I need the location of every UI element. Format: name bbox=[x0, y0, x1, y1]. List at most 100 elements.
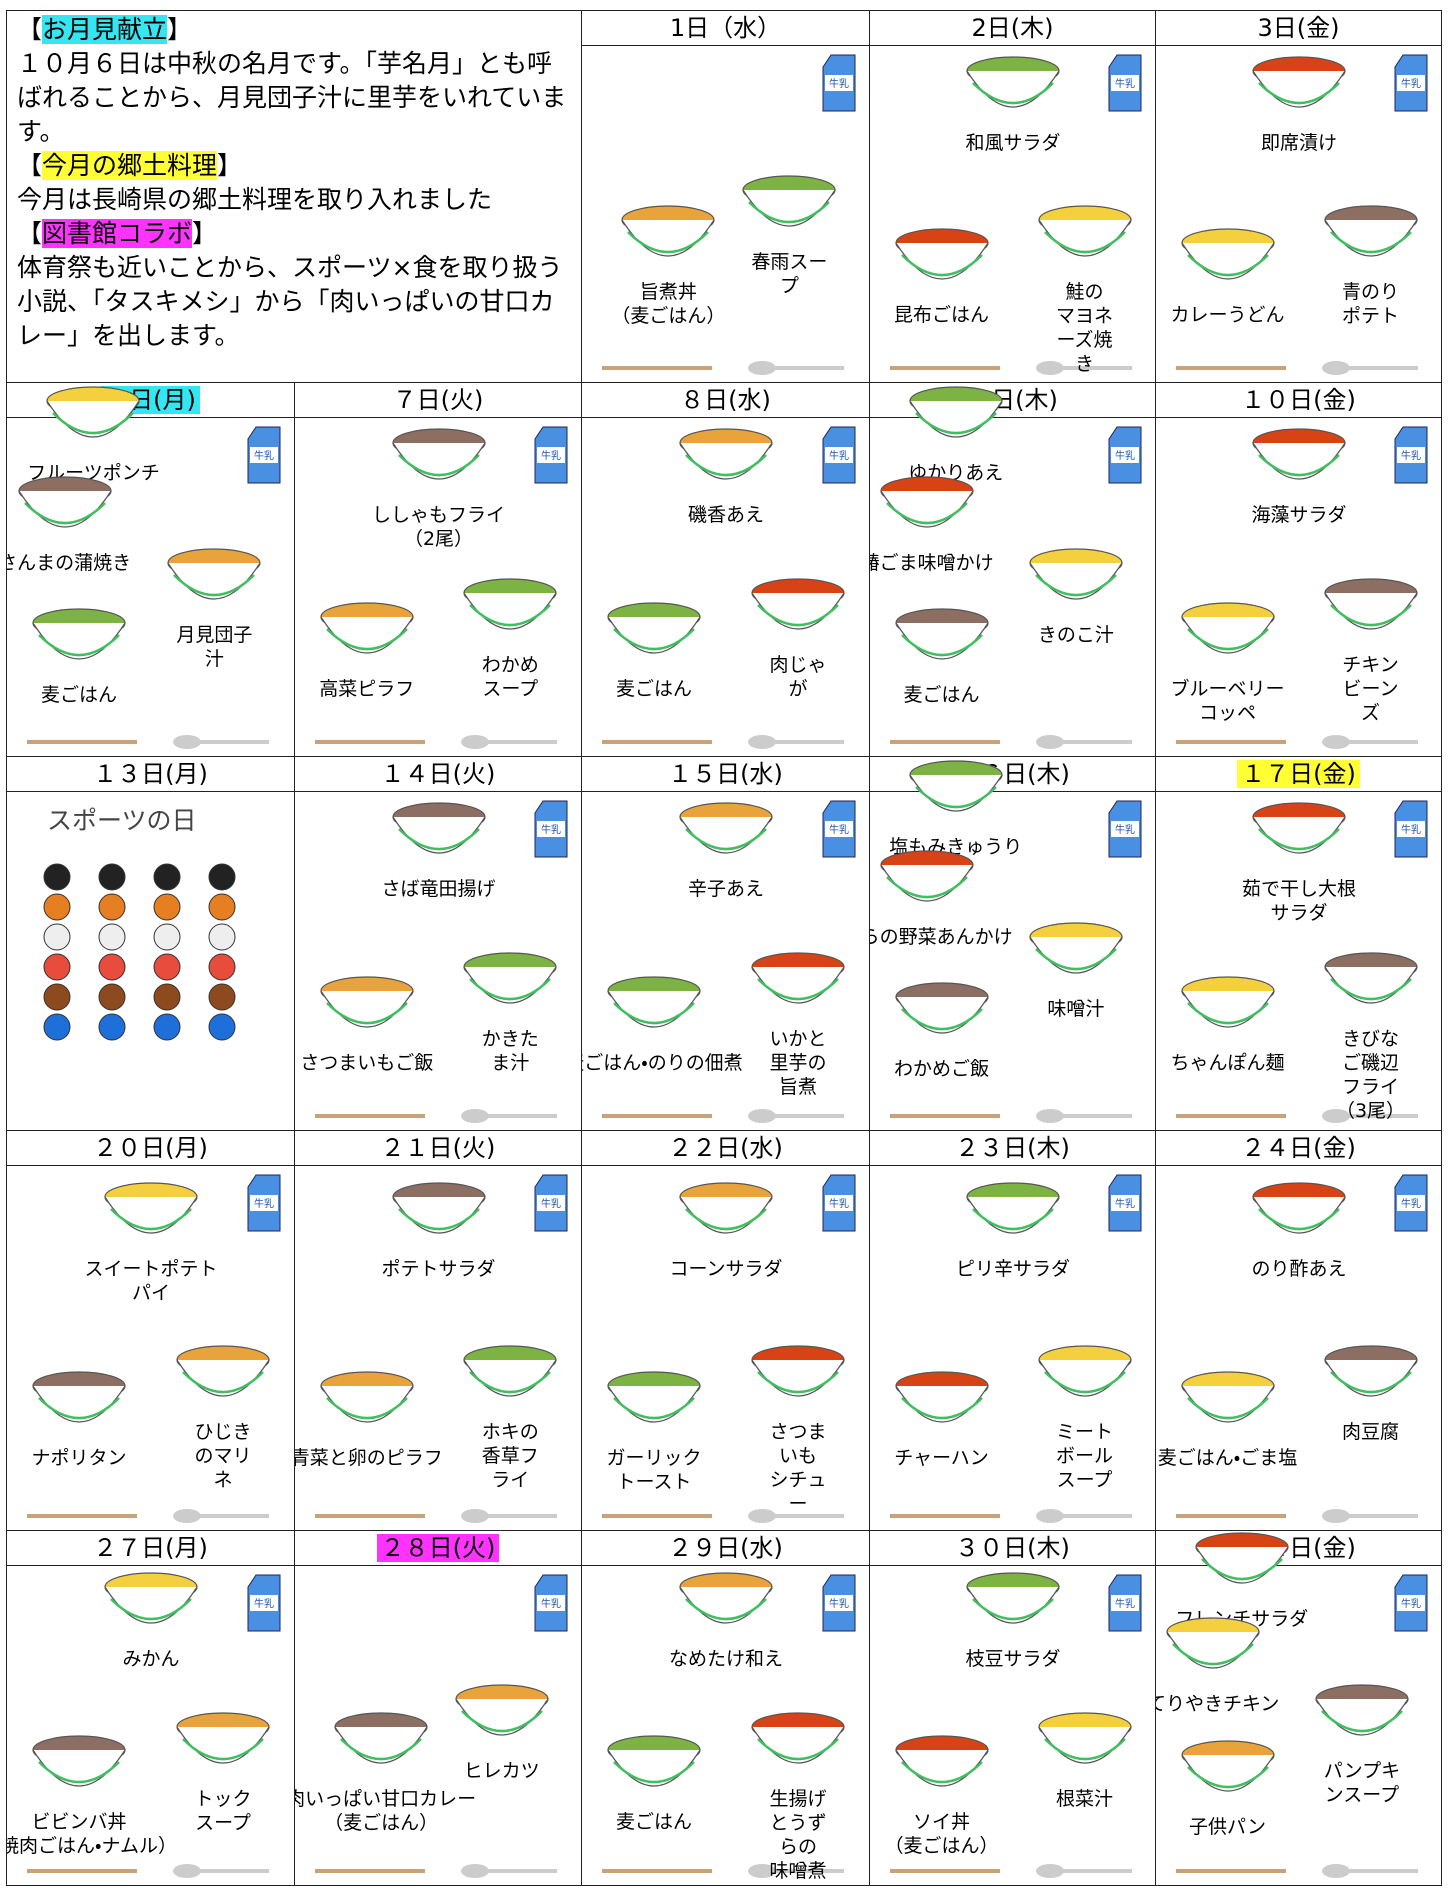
bowl-rim bbox=[397, 454, 480, 477]
carton-label-bg bbox=[1397, 1195, 1425, 1211]
milk-carton: 牛乳 bbox=[1108, 800, 1142, 858]
food-label: スイートポテトパイ bbox=[84, 1257, 218, 1304]
date-header: 2日(木) bbox=[870, 11, 1155, 46]
food-label: パンプキンスープ bbox=[1323, 1760, 1401, 1807]
carton-label-bg bbox=[250, 1595, 278, 1611]
utensils bbox=[1176, 1509, 1418, 1523]
milk-carton: 牛乳 bbox=[1394, 54, 1428, 112]
spoon-handle bbox=[487, 1114, 557, 1118]
carton-label-bg bbox=[1397, 75, 1425, 91]
date-header: ２４日(金) bbox=[1156, 1131, 1441, 1166]
milk-label: 牛乳 bbox=[829, 1197, 849, 1210]
milk-carton: 牛乳 bbox=[1108, 426, 1142, 484]
milk-label: 牛乳 bbox=[1401, 1197, 1421, 1210]
food-label: わかめスープ bbox=[481, 654, 539, 700]
spoon-head bbox=[1322, 361, 1350, 375]
day-cell: 2日(木) 牛乳 和風サラダ 昆布ごはん 鮭の マヨネーズ焼き bbox=[869, 10, 1156, 383]
milk-label: 牛乳 bbox=[1401, 77, 1421, 90]
sports-item bbox=[208, 1013, 236, 1041]
bowl-rim bbox=[1329, 604, 1412, 627]
sports-item bbox=[153, 953, 181, 981]
date-label: ７日(火) bbox=[392, 386, 484, 414]
food-label: ホキの香草フライ bbox=[481, 1420, 539, 1491]
utensils bbox=[315, 735, 557, 749]
bowl-rim bbox=[325, 628, 408, 651]
date-header: ３０日(木) bbox=[870, 1531, 1155, 1566]
date-header: ２８日(火) bbox=[295, 1531, 581, 1566]
bowl-rim bbox=[900, 634, 983, 657]
milk-label: 牛乳 bbox=[829, 823, 849, 836]
carton-label-bg bbox=[1111, 1595, 1139, 1611]
heading-part: 図書館コラボ bbox=[42, 219, 193, 248]
utensils bbox=[890, 1109, 1132, 1123]
bowl-illustration bbox=[679, 802, 773, 854]
note-body: １０月６日は中秋の名月です。「芋名月」とも呼ばれることから、月見団子汁に里芋をい… bbox=[17, 49, 567, 146]
milk-label: 牛乳 bbox=[541, 1597, 561, 1610]
bowl-illustration bbox=[742, 175, 836, 227]
spoon-handle bbox=[1062, 740, 1132, 744]
bowl-rim bbox=[110, 1597, 192, 1620]
milk-carton: 牛乳 bbox=[1394, 800, 1428, 858]
food-label: カレーうどん bbox=[1170, 304, 1285, 327]
food-label: 肉豆腐 bbox=[1341, 1420, 1400, 1443]
milk-carton: 牛乳 bbox=[247, 1574, 281, 1632]
food-label: かきたま汁 bbox=[481, 1028, 539, 1074]
bowl-illustration bbox=[104, 1182, 198, 1234]
spoon-handle bbox=[1062, 366, 1132, 370]
bowl-illustration bbox=[167, 548, 261, 600]
date-header: ２７日(月) bbox=[7, 1531, 294, 1566]
bowl-illustration bbox=[607, 976, 701, 1028]
food-label: 青のりポテト bbox=[1341, 280, 1399, 327]
bowl-rim bbox=[1258, 81, 1340, 104]
food-label: 春雨スープ bbox=[751, 250, 828, 297]
day-cell: ２８日(火) 牛乳 肉いっぱい甘口カレー （麦ごはん） ヒレカツ bbox=[294, 1530, 582, 1886]
date-header: １３日(月) bbox=[7, 757, 294, 792]
food-label: さば竜田揚げ bbox=[381, 878, 496, 900]
bowl-rim bbox=[325, 1002, 408, 1025]
bowl-illustration bbox=[894, 1735, 989, 1787]
spoon-head bbox=[1322, 1864, 1350, 1878]
note-body: 今月は長崎県の郷土料理を取り入れました bbox=[17, 185, 493, 214]
sports-item bbox=[208, 863, 236, 891]
bowl-rim bbox=[1258, 828, 1340, 851]
bowl-illustration bbox=[391, 802, 486, 854]
day-cell: ３１日(金) 牛乳 フレンチサラダ てりやきチキン パンプキンスープ 子供パン bbox=[1155, 1530, 1442, 1886]
sports-item bbox=[153, 893, 181, 921]
utensils bbox=[27, 1509, 269, 1523]
food-label: 即席漬け bbox=[1260, 131, 1338, 154]
note-body: 体育祭も近いことから、スポーツ×食を取り扱う小説、「タスキメシ」から「肉いっぱい… bbox=[17, 253, 563, 350]
chopsticks bbox=[27, 740, 137, 744]
bowl-illustration bbox=[1323, 204, 1418, 256]
bowl-illustration bbox=[909, 760, 1003, 812]
bowl-illustration bbox=[621, 204, 715, 256]
carton-label-bg bbox=[1111, 75, 1139, 91]
bowl-illustration bbox=[1180, 1371, 1275, 1423]
sports-item bbox=[43, 863, 71, 891]
milk-carton: 牛乳 bbox=[1394, 1174, 1428, 1232]
bowl-illustration bbox=[894, 1371, 989, 1423]
chopsticks bbox=[1176, 1514, 1286, 1518]
carton-label-bg bbox=[825, 821, 853, 837]
milk-label: 牛乳 bbox=[254, 1597, 274, 1610]
spoon-handle bbox=[1062, 1114, 1132, 1118]
milk-carton: 牛乳 bbox=[1108, 1174, 1142, 1232]
bowl-rim bbox=[886, 502, 969, 525]
food-label: きびなご磯辺フライ （3尾） bbox=[1335, 1028, 1406, 1122]
food-label: 辛子あえ bbox=[687, 878, 765, 900]
food-label: さんまの蒲焼き bbox=[6, 552, 132, 574]
spoon-head bbox=[1036, 1109, 1064, 1123]
bowl-rim bbox=[1035, 948, 1117, 971]
bowl-rim bbox=[38, 1760, 120, 1783]
food-label: 枝豆サラダ bbox=[965, 1647, 1061, 1670]
day-note: スポーツの日 bbox=[47, 806, 197, 835]
bowl-illustration bbox=[679, 1572, 773, 1624]
utensils bbox=[602, 361, 844, 375]
chopsticks bbox=[315, 1114, 425, 1118]
carton-label-bg bbox=[1111, 447, 1139, 463]
bowl-rim bbox=[627, 230, 710, 253]
bowl-rim bbox=[685, 828, 767, 851]
food-label: なめたけ和え bbox=[668, 1647, 784, 1670]
spoon-head bbox=[461, 1109, 489, 1123]
note-heading: 【図書館コラボ】 bbox=[17, 217, 571, 251]
milk-carton: 牛乳 bbox=[534, 1574, 568, 1632]
